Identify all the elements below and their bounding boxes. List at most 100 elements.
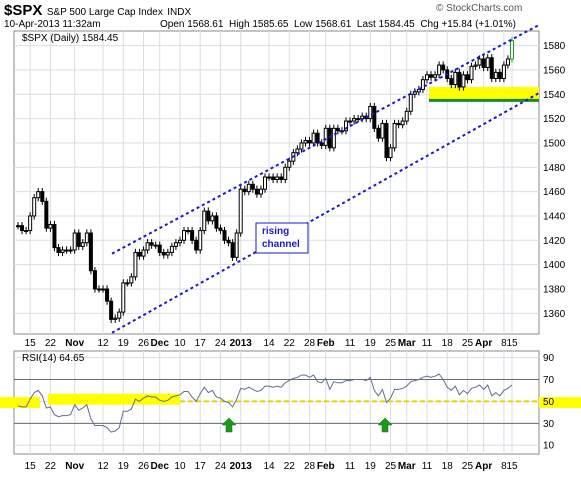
candle-body bbox=[210, 215, 215, 222]
candle-body bbox=[137, 251, 142, 257]
x-tick-label: 26 bbox=[138, 461, 150, 472]
candle-body bbox=[214, 215, 219, 229]
candle-body bbox=[80, 242, 85, 247]
candle-body bbox=[56, 247, 61, 253]
candle-body bbox=[84, 232, 89, 244]
x-tick-label: 2013 bbox=[230, 461, 253, 472]
candle-body bbox=[263, 176, 267, 190]
price-grid bbox=[14, 31, 539, 334]
x-tick-label: 24 bbox=[215, 461, 227, 472]
open-label: Open bbox=[160, 19, 185, 30]
candle-body bbox=[319, 142, 324, 146]
candle-body bbox=[169, 245, 174, 253]
candle-body bbox=[254, 188, 259, 195]
candle-body bbox=[283, 166, 288, 180]
rsi-tick-label: 30 bbox=[543, 419, 555, 430]
candle-body bbox=[441, 64, 446, 71]
candle-body bbox=[433, 74, 438, 78]
x-tick-label: 19 bbox=[365, 338, 377, 349]
x-tick-label: Nov bbox=[65, 338, 84, 349]
candle-body bbox=[477, 58, 482, 66]
x-tick-label: 14 bbox=[263, 461, 275, 472]
candle-body bbox=[348, 120, 353, 123]
candle-body bbox=[96, 288, 101, 291]
candle-body bbox=[145, 242, 150, 251]
candle-body bbox=[404, 110, 409, 122]
rsi-arrows bbox=[221, 417, 393, 433]
candle-body bbox=[20, 225, 25, 232]
candle-body bbox=[315, 132, 320, 144]
high-label: High bbox=[228, 19, 250, 30]
candle-body bbox=[129, 276, 134, 284]
candle-body bbox=[360, 115, 365, 120]
candle-body bbox=[101, 288, 106, 291]
open-value: 1568.61 bbox=[187, 19, 224, 30]
x-tick-label: 28 bbox=[304, 338, 316, 349]
candle-body bbox=[186, 230, 191, 233]
candle-body bbox=[24, 230, 29, 233]
x-tick-label: Feb bbox=[317, 461, 335, 472]
candle-body bbox=[52, 223, 57, 249]
x-tick-label: 10 bbox=[174, 461, 186, 472]
price-tick-label: 1480 bbox=[543, 163, 566, 174]
price-y-axis: 1360 1380 1400 1420 1440 1460 1480 1500 1520 1540… bbox=[543, 41, 566, 320]
candle-body bbox=[271, 176, 276, 180]
candle-body bbox=[206, 210, 211, 222]
x-tick-label: 12 bbox=[97, 461, 109, 472]
x-tick-label: 19 bbox=[365, 461, 377, 472]
candle-body bbox=[267, 176, 272, 179]
candle-body bbox=[311, 132, 316, 144]
candle-body bbox=[376, 127, 381, 139]
candle-body bbox=[295, 148, 300, 154]
candle-body bbox=[501, 64, 506, 79]
candle-body bbox=[113, 317, 118, 320]
price-tick-label: 1400 bbox=[543, 260, 566, 271]
index-name: S&P 500 Large Cap Index bbox=[46, 7, 163, 18]
candle-body bbox=[76, 232, 81, 247]
chg-value: +15.84 (+1.01%) bbox=[441, 19, 516, 30]
candle-body bbox=[117, 311, 122, 319]
x-tick-label: 25 bbox=[385, 461, 397, 472]
x-tick-label: 22 bbox=[284, 461, 296, 472]
watermark: © StockCharts.com bbox=[436, 3, 523, 14]
candle-body bbox=[60, 249, 65, 253]
price-x-axis: 15 22 Nov 12 19 26 Dec 10 17 24 2013 14 22 28 Feb 11 19 2… bbox=[25, 338, 518, 349]
channel-lower bbox=[111, 92, 540, 334]
rsi-tick-label: 50 bbox=[543, 397, 555, 408]
candle-body bbox=[133, 251, 138, 278]
price-tick-label: 1520 bbox=[543, 114, 566, 125]
x-tick-label: 15 bbox=[25, 461, 37, 472]
x-tick-label: 17 bbox=[195, 338, 207, 349]
x-tick-label: 11 bbox=[422, 461, 433, 472]
candle-body bbox=[392, 122, 397, 149]
candle-body bbox=[92, 270, 97, 290]
x-tick-label: 18 bbox=[442, 461, 454, 472]
candle-body bbox=[331, 127, 336, 149]
candle-body bbox=[469, 65, 474, 81]
candle-body bbox=[173, 242, 178, 247]
price-tick-label: 1460 bbox=[543, 187, 566, 198]
x-tick-label: 11 bbox=[345, 338, 356, 349]
price-tick-label: 1560 bbox=[543, 65, 566, 76]
rsi-zone-right bbox=[539, 397, 581, 408]
candle-body bbox=[246, 183, 251, 193]
candle-body bbox=[335, 127, 340, 132]
x-tick-label: 2013 bbox=[230, 338, 253, 349]
x-tick-label: Dec bbox=[151, 461, 170, 472]
candle-body bbox=[32, 197, 37, 217]
candle-body bbox=[457, 71, 462, 88]
candle-body bbox=[125, 282, 130, 285]
candle-body bbox=[420, 79, 425, 90]
candle-body bbox=[510, 40, 514, 60]
candle-body bbox=[352, 118, 357, 122]
x-tick-label: 26 bbox=[138, 338, 150, 349]
candle-body bbox=[299, 142, 304, 150]
rsi-tick-label: 70 bbox=[543, 375, 555, 386]
rsi-y-axis: 10 30 50 70 90 bbox=[543, 353, 555, 452]
candle-body bbox=[400, 120, 405, 126]
candle-body bbox=[380, 122, 385, 139]
candle-body bbox=[372, 105, 377, 129]
candle-body bbox=[396, 122, 401, 126]
candle-body bbox=[226, 239, 231, 244]
